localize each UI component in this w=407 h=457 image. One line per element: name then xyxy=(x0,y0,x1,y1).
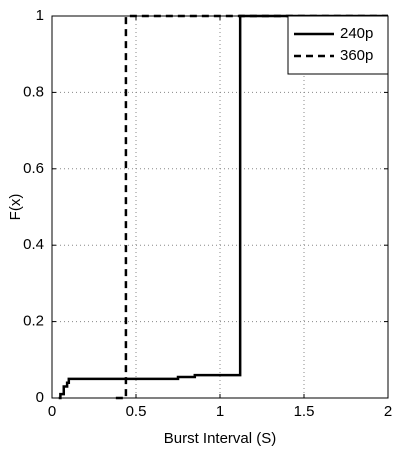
y-tick-label: 0.2 xyxy=(23,313,44,330)
x-tick-label: 1.5 xyxy=(294,403,315,420)
y-tick-label: 1 xyxy=(36,7,44,24)
y-tick-label: 0 xyxy=(36,389,44,406)
y-tick-label: 0.4 xyxy=(23,236,44,253)
x-tick-label: 2 xyxy=(384,403,392,420)
legend: 240p 360p xyxy=(287,15,389,75)
y-tick-label: 0.6 xyxy=(23,160,44,177)
x-tick-label: 0.5 xyxy=(126,403,147,420)
legend-label: 240p xyxy=(340,25,373,42)
x-tick-label: 1 xyxy=(216,403,224,420)
y-tick-label: 0.8 xyxy=(23,83,44,100)
plot-frame xyxy=(51,15,389,399)
x-axis-label: Burst Interval (S) xyxy=(164,430,277,447)
y-axis-label: F(x) xyxy=(7,194,24,221)
legend-label: 360p xyxy=(340,47,373,64)
legend-box xyxy=(287,15,389,75)
plot-area xyxy=(52,16,388,398)
x-tick-label: 0 xyxy=(48,403,56,420)
series-line xyxy=(58,14,388,400)
